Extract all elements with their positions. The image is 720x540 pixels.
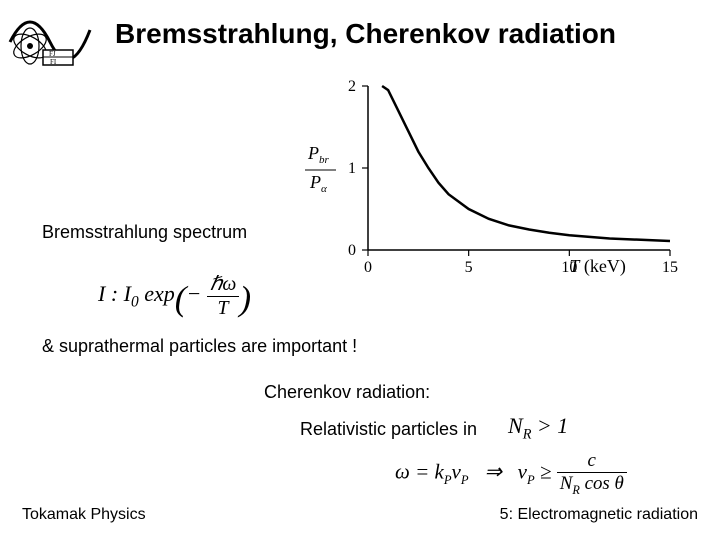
footer-left: Tokamak Physics <box>22 506 146 524</box>
svg-text:T (keV): T (keV) <box>569 256 626 277</box>
svg-text:Pbr: Pbr <box>307 143 330 166</box>
intensity-formula: I : I0 exp(− ℏω T ) <box>98 272 251 320</box>
svg-text:1: 1 <box>348 160 356 177</box>
nr-condition-formula: NR > 1 <box>508 413 568 443</box>
cherenkov-label: Cherenkov radiation: <box>264 382 430 403</box>
svg-text:FJ: FJ <box>49 50 56 58</box>
svg-text:0: 0 <box>364 259 372 276</box>
svg-text:15: 15 <box>662 259 678 276</box>
suprathermal-note: & suprathermal particles are important ! <box>42 336 357 357</box>
svg-text:5: 5 <box>465 259 473 276</box>
relativistic-label: Relativistic particles in <box>300 419 477 440</box>
svg-text:Pα: Pα <box>309 172 327 195</box>
svg-text:0: 0 <box>348 242 356 259</box>
svg-text:2: 2 <box>348 78 356 95</box>
power-ratio-chart: 051015012T (keV)PbrPα <box>300 78 680 288</box>
svg-text:FI: FI <box>50 58 57 66</box>
spectrum-label: Bremsstrahlung spectrum <box>42 222 247 243</box>
cherenkov-formula: ω = kPvP ⇒ vP ≥ c NR cos θ <box>395 450 627 498</box>
institute-logo: FJ FI <box>8 10 98 75</box>
page-title: Bremsstrahlung, Cherenkov radiation <box>115 18 616 50</box>
footer-right: 5: Electromagnetic radiation <box>500 506 698 524</box>
